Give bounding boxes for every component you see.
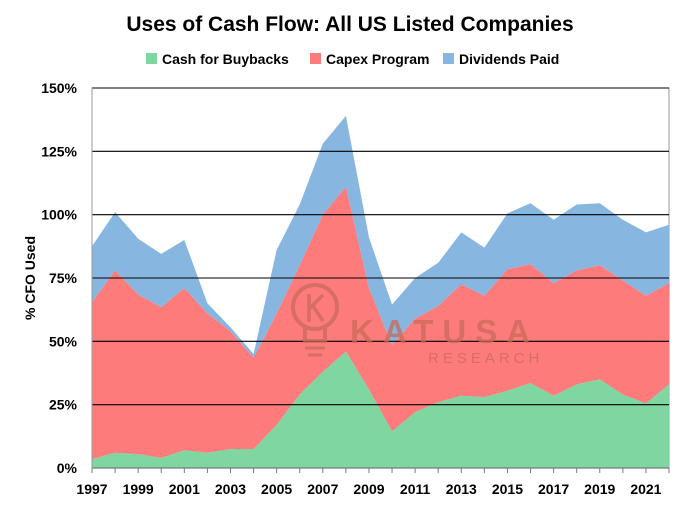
x-tick-label: 2005 (261, 481, 292, 497)
chart-title: Uses of Cash Flow: All US Listed Compani… (126, 13, 573, 36)
x-axis-ticks: 1997 1999 2001 2003 2005 2007 2009 2011 2013 2015… (76, 468, 670, 497)
x-tick-label: 2001 (169, 481, 200, 497)
watermark-brand: KATUSA (350, 313, 539, 350)
y-axis-ticks: 0% 25% 50% 75% 100% 125% 150% (41, 80, 77, 476)
x-tick-label: 2013 (446, 481, 477, 497)
gridlines (91, 87, 669, 469)
x-tick-label: 2011 (400, 481, 431, 497)
k-mark-icon (307, 293, 325, 322)
bulb-icon (291, 283, 339, 331)
x-tick-label: 2017 (538, 481, 569, 497)
y-tick-label: 75% (49, 270, 78, 286)
bulb-base-icon (303, 328, 327, 343)
area-capex-program (92, 186, 669, 460)
legend-label: Cash for Buybacks (162, 51, 289, 67)
legend-label: Capex Program (326, 51, 429, 67)
legend-label: Dividends Paid (459, 51, 559, 67)
x-tick-label: 2009 (353, 481, 384, 497)
x-tick-label: 2015 (492, 481, 523, 497)
watermark-sub: RESEARCH (428, 350, 543, 367)
y-tick-label: 50% (49, 333, 78, 349)
y-tick-label: 25% (49, 397, 78, 413)
area-cash-for-buybacks (92, 351, 669, 468)
area-dividends-paid (92, 115, 669, 358)
y-tick-label: 150% (41, 80, 77, 96)
x-tick-label: 2007 (307, 481, 338, 497)
legend-swatch (146, 53, 157, 64)
legend: Cash for Buybacks Capex Program Dividends … (146, 51, 559, 67)
x-tick-label: 1997 (76, 481, 107, 497)
legend-swatch (443, 53, 454, 64)
y-tick-label: 100% (41, 207, 77, 223)
legend-swatch (310, 53, 321, 64)
x-tick-label: 2003 (215, 481, 246, 497)
area-series (92, 115, 669, 468)
y-axis-label: % CFO Used (22, 236, 38, 320)
y-tick-label: 125% (41, 143, 77, 159)
y-tick-label: 0% (57, 460, 78, 476)
x-tick-label: 2019 (584, 481, 615, 497)
x-tick-label: 1999 (123, 481, 154, 497)
x-tick-label: 2021 (630, 481, 661, 497)
